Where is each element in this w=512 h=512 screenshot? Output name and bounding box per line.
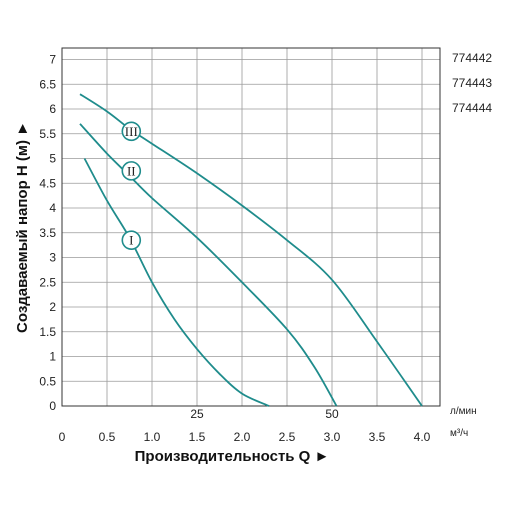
y-tick-label: 2 [49, 300, 56, 314]
curve-label-circle [121, 121, 142, 142]
curve-label-ii: II [121, 161, 142, 181]
x2-unit-label: л/мин [450, 406, 477, 417]
y-tick-label: 3 [49, 251, 56, 265]
x-tick-label: 4.0 [414, 430, 431, 444]
curve-label-circle [121, 230, 142, 250]
x2-tick-label: 25 [190, 407, 204, 421]
plot-frame [61, 47, 441, 407]
y-tick-label: 0.5 [39, 374, 56, 388]
curve-i [83, 158, 270, 407]
model-list: 774442 774443 774444 [452, 51, 492, 115]
grid [62, 48, 440, 406]
x-tick-label: 0 [59, 430, 66, 444]
y-tick-label: 5.5 [39, 127, 56, 141]
y-tick-labels: 0 0.5 1 1.5 2 2.5 3 3.5 4 4.5 5 5.5 6 6.5 7 [39, 53, 56, 414]
y-tick-label: 4.5 [39, 176, 56, 190]
curve-label-iii: III [121, 121, 142, 142]
x2-tick-labels: 25 50 [190, 407, 339, 421]
x-tick-label: 0.5 [99, 430, 116, 444]
model-number: 774442 [452, 51, 492, 65]
x-tick-label: 1.0 [144, 430, 161, 444]
y-tick-label: 2.5 [39, 275, 56, 289]
model-number: 774443 [452, 76, 492, 90]
y-tick-label: 6.5 [39, 77, 56, 91]
y-tick-label: 3.5 [39, 226, 56, 240]
x-tick-label: 3.5 [369, 430, 386, 444]
y-axis-title: Создаваемый напор Н (м) ► [14, 121, 31, 333]
curve-iii [79, 93, 423, 407]
x-tick-labels: 0 0.5 1.0 1.5 2.0 2.5 3.0 3.5 4.0 [59, 430, 431, 444]
x-axis-title: Производительность Q ► [135, 448, 330, 465]
y-tick-label: 6 [49, 102, 56, 116]
x-tick-label: 1.5 [189, 430, 206, 444]
y-tick-label: 5 [49, 152, 56, 166]
model-number: 774444 [452, 101, 492, 115]
y-tick-label: 0 [49, 399, 56, 413]
y-tick-label: 1 [49, 350, 56, 364]
y-tick-label: 4 [49, 201, 56, 215]
curve-label-text: III [125, 124, 138, 139]
curve-label-text: I [129, 233, 133, 248]
y-tick-label: 7 [49, 53, 56, 67]
x-tick-label: 3.0 [324, 430, 341, 444]
x-tick-label: 2.5 [279, 430, 296, 444]
curve-label-i: I [121, 230, 142, 250]
x-tick-label: 2.0 [234, 430, 251, 444]
curve-ii [79, 123, 338, 407]
x2-tick-label: 50 [325, 407, 339, 421]
curves [79, 93, 423, 407]
curve-label-text: II [127, 163, 136, 178]
x-unit-label: м³/ч [450, 428, 468, 439]
curve-label-circle [121, 161, 142, 181]
y-tick-label: 1.5 [39, 325, 56, 339]
